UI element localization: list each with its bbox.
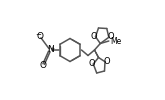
Text: O: O [39, 61, 47, 70]
Text: −: − [35, 32, 41, 38]
Text: +: + [49, 46, 54, 50]
Text: O: O [107, 32, 114, 41]
Text: N: N [47, 46, 53, 54]
Text: Me: Me [110, 36, 121, 46]
Text: O: O [103, 57, 110, 66]
Text: O: O [36, 32, 44, 41]
Text: O: O [91, 32, 97, 41]
Text: O: O [88, 60, 95, 68]
